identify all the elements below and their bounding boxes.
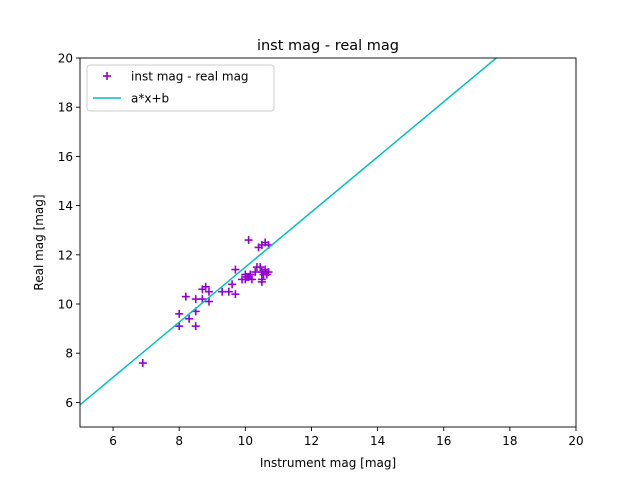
legend: inst mag - real mag a*x+b: [86, 64, 275, 112]
y-tick-label: 12: [58, 248, 73, 262]
data-point: [256, 263, 265, 272]
legend-label: inst mag - real mag: [131, 70, 249, 84]
data-point: [244, 236, 253, 245]
data-point: [198, 295, 207, 304]
y-tick-label: 6: [65, 396, 73, 410]
data-point: [175, 309, 184, 318]
x-axis-ticks: 6 8 10 12 14 16 18 20: [109, 427, 584, 448]
y-axis-ticks: 6 8 10 12 14 16 18 20: [58, 52, 80, 410]
x-tick-label: 16: [436, 434, 451, 448]
y-tick-label: 14: [58, 199, 73, 213]
data-point: [231, 290, 240, 299]
x-tick-label: 20: [568, 434, 583, 448]
data-point: [231, 265, 240, 274]
data-point: [204, 287, 213, 296]
data-point: [264, 268, 273, 277]
data-point: [191, 322, 200, 331]
data-point: [204, 297, 213, 306]
data-point: [185, 314, 194, 323]
x-axis-label: Instrument mag [mag]: [260, 456, 396, 470]
x-tick-label: 12: [304, 434, 319, 448]
chart-title: inst mag - real mag: [257, 38, 399, 54]
series-layer: [80, 58, 498, 406]
x-tick-label: 18: [502, 434, 517, 448]
x-tick-label: 14: [370, 434, 385, 448]
legend-frame: [86, 64, 275, 112]
y-tick-label: 8: [65, 347, 73, 361]
x-tick-label: 8: [175, 434, 183, 448]
plot-area: [79, 57, 577, 428]
x-tick-label: 10: [238, 434, 253, 448]
data-point: [224, 287, 233, 296]
y-tick-label: 16: [58, 150, 73, 164]
legend-marker-swatch: [103, 72, 111, 80]
data-point: [246, 270, 255, 279]
data-point: [138, 359, 147, 368]
plot-frame: [79, 57, 577, 428]
y-tick-label: 18: [58, 101, 73, 115]
data-point: [247, 275, 256, 284]
data-point: [257, 277, 266, 286]
fit-line: [80, 58, 498, 406]
data-point: [181, 292, 190, 301]
data-point: [175, 322, 184, 331]
legend-label: a*x+b: [131, 92, 169, 106]
x-tick-label: 6: [109, 434, 117, 448]
data-point: [228, 280, 237, 289]
y-axis-label: Real mag [mag]: [32, 194, 46, 290]
data-point: [201, 282, 210, 291]
y-tick-label: 10: [58, 298, 73, 312]
y-tick-label: 20: [58, 52, 73, 66]
